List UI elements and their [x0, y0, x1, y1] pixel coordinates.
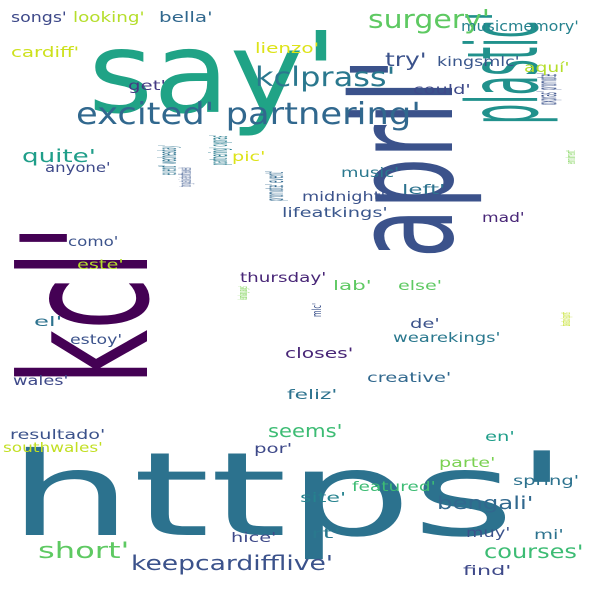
word-surgery: surgery' [368, 5, 490, 35]
word-wearekings: wearekings' [393, 331, 501, 346]
word-este: este' [77, 258, 124, 273]
word-closes: closes' [285, 346, 354, 362]
word-southwales: southwales' [3, 441, 103, 456]
word-excited-partnering: excited' partnering' [76, 97, 421, 132]
word-lab: lab' [333, 279, 372, 294]
word-songs: songs' [11, 10, 67, 26]
word-lienzo: lienzo' [255, 41, 320, 57]
word-courses: courses' [484, 541, 584, 563]
word-https: https' [8, 428, 569, 563]
word-creative: creative' [367, 371, 452, 386]
word-de: de' [410, 317, 440, 332]
word-kclprass: kclprass' [255, 62, 396, 93]
word-quite: quite' [22, 146, 96, 167]
word-como: como' [68, 235, 119, 250]
word-site: site' [300, 491, 347, 506]
word-say: say' [88, 9, 339, 139]
word-keepcardifflive: keepcardifflive' [131, 551, 334, 575]
word-feliz: feliz' [287, 388, 338, 403]
word-spring: spring' [513, 474, 580, 489]
word-left: left' [402, 183, 446, 198]
word-muy: muy' [466, 526, 511, 541]
word-resultado: resultado' [10, 428, 106, 443]
word-baratoolsports: baratoolsports' [559, 311, 573, 326]
word-hice: hice' [231, 531, 277, 546]
word-musicmemory: musicmemory' [461, 19, 579, 35]
word-bengali: bengali' [437, 493, 534, 514]
word-rt: rt' [311, 527, 342, 542]
word-estoy: estoy' [70, 333, 123, 348]
word-oxpras-promote: oxpras' promote' [532, 72, 563, 105]
word-mad: mad' [482, 211, 525, 226]
word-seems: seems' [268, 421, 343, 442]
word-thursday: thursday' [240, 271, 327, 286]
word-wales: wales' [13, 374, 69, 389]
word-kingsmlc: kingsmlc' [437, 55, 520, 70]
word-learnlanguages: learnlanguages' [236, 286, 250, 300]
word-cardiff: cardiff' [11, 45, 80, 61]
word-find: find' [463, 564, 512, 579]
word-lifeatkings: lifeatkings' [282, 206, 388, 221]
word-en: en' [485, 430, 515, 445]
word-could: could' [413, 83, 471, 98]
word-try: try' [385, 49, 427, 71]
word-anyone: anyone' [45, 161, 111, 176]
word-parte: parte' [439, 456, 496, 471]
word-bella: bella' [159, 10, 213, 26]
word-featured: featured' [352, 480, 436, 495]
word-tonguetwister: tonguetwisteroftheweek' [176, 166, 196, 187]
word-music: music' [341, 166, 400, 181]
word-get: get' [128, 79, 166, 94]
word-short: short' [38, 539, 130, 564]
word-el: el' [34, 315, 63, 330]
word-enrolment: enrolment' [564, 149, 578, 164]
word-aqui: aquí' [524, 61, 570, 76]
word-partnering-oxpras: partnering' oxpras' [204, 135, 233, 165]
word-pic: pic' [232, 150, 266, 165]
word-por: por' [254, 442, 293, 457]
word-promote-event: promote' event' [260, 171, 289, 201]
word-mi: mi' [534, 528, 564, 543]
word-mlc: mlc' [310, 303, 324, 317]
word-midnight: midnight' [302, 190, 386, 205]
word-else: else' [398, 279, 442, 294]
word-looking: looking' [73, 10, 145, 26]
